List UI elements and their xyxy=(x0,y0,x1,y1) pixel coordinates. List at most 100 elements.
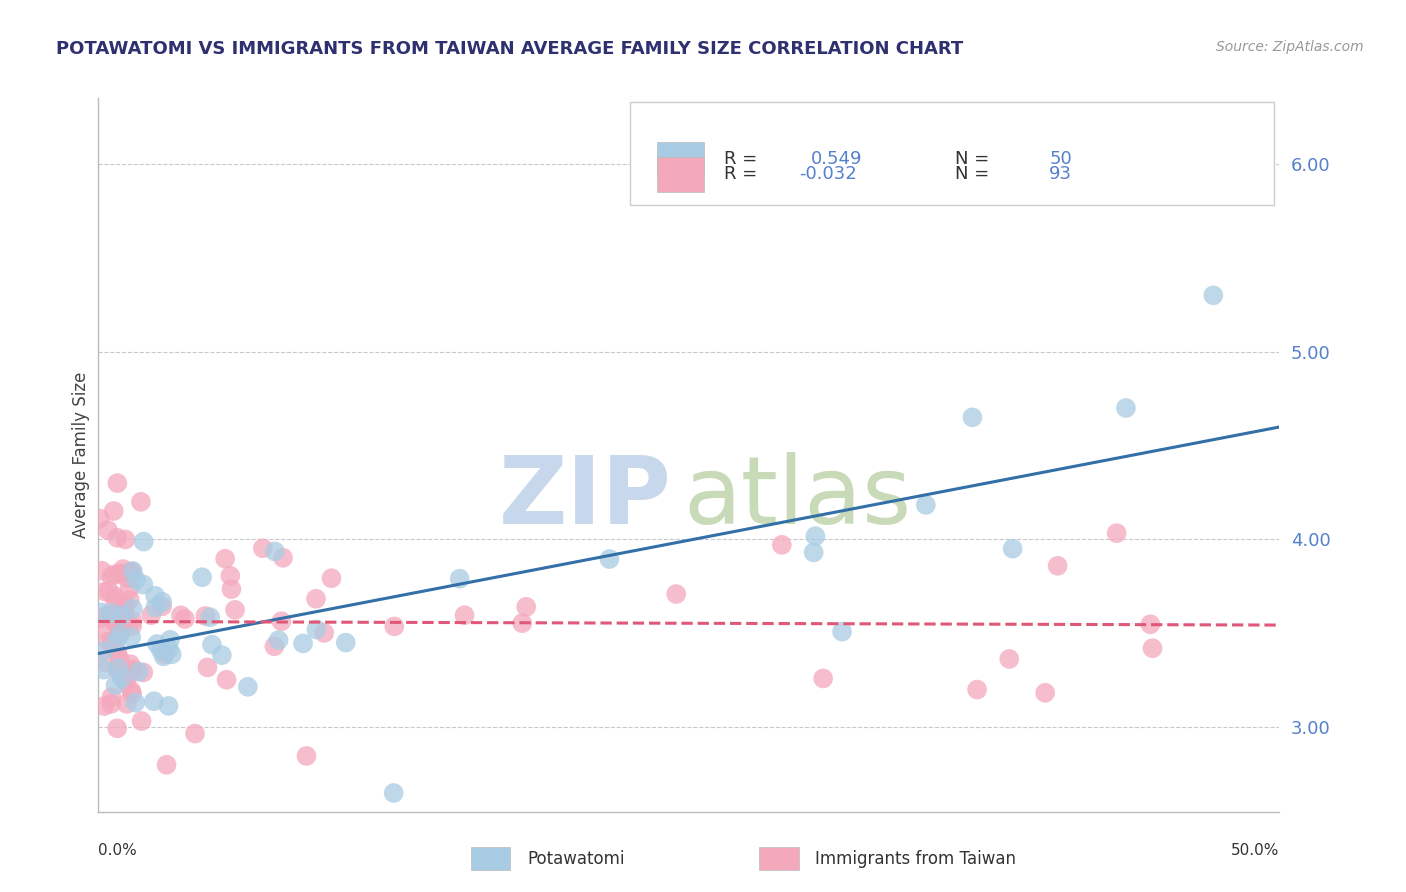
Point xyxy=(219,569,242,583)
Point xyxy=(236,680,259,694)
Point xyxy=(665,587,688,601)
Point xyxy=(132,534,155,549)
Text: Source: ZipAtlas.com: Source: ZipAtlas.com xyxy=(1216,40,1364,54)
Point xyxy=(114,600,136,615)
Point xyxy=(108,651,131,665)
Point xyxy=(97,523,120,537)
Point xyxy=(153,647,176,661)
Point xyxy=(382,619,405,633)
Point xyxy=(104,589,127,603)
Text: N =: N = xyxy=(955,150,994,168)
Point xyxy=(174,612,197,626)
Point xyxy=(1202,288,1225,302)
Point xyxy=(96,624,118,638)
Text: POTAWATOMI VS IMMIGRANTS FROM TAIWAN AVERAGE FAMILY SIZE CORRELATION CHART: POTAWATOMI VS IMMIGRANTS FROM TAIWAN AVE… xyxy=(56,40,963,58)
Point xyxy=(150,599,173,614)
Point xyxy=(124,696,146,710)
Point xyxy=(100,697,122,711)
Point xyxy=(107,661,129,675)
Point xyxy=(1033,686,1056,700)
Point xyxy=(221,582,243,596)
Text: R =: R = xyxy=(724,166,763,184)
Point xyxy=(94,656,117,670)
Point xyxy=(105,476,128,491)
Point xyxy=(112,606,135,620)
Point xyxy=(93,663,115,677)
Text: 50.0%: 50.0% xyxy=(1232,843,1279,858)
Point xyxy=(1046,558,1069,573)
Point xyxy=(100,690,122,704)
Point xyxy=(770,538,793,552)
Point xyxy=(149,642,172,657)
Point xyxy=(121,687,143,701)
Point xyxy=(100,634,122,648)
Point xyxy=(157,698,180,713)
Text: ZIP: ZIP xyxy=(498,451,671,544)
Point xyxy=(103,591,125,606)
Point xyxy=(114,676,136,690)
Point xyxy=(108,566,131,581)
Text: 93: 93 xyxy=(1049,166,1073,184)
Point xyxy=(111,615,134,629)
Y-axis label: Average Family Size: Average Family Size xyxy=(72,372,90,538)
Point xyxy=(115,571,138,585)
Point xyxy=(105,531,128,545)
Text: Immigrants from Taiwan: Immigrants from Taiwan xyxy=(815,850,1017,868)
Point xyxy=(150,595,173,609)
Point xyxy=(121,614,143,628)
Point xyxy=(292,636,315,650)
Point xyxy=(510,616,533,631)
Point xyxy=(114,533,136,547)
Text: R =: R = xyxy=(724,150,763,168)
Point xyxy=(335,635,357,649)
Point xyxy=(1139,617,1161,632)
Point xyxy=(295,749,318,764)
Point xyxy=(321,571,343,585)
Point xyxy=(110,625,132,640)
Point xyxy=(146,637,169,651)
Point xyxy=(89,511,111,525)
Point xyxy=(90,606,112,620)
Text: N =: N = xyxy=(955,166,994,184)
FancyBboxPatch shape xyxy=(630,102,1274,205)
Point xyxy=(201,638,224,652)
Point xyxy=(107,617,129,632)
Point xyxy=(598,552,620,566)
Point xyxy=(191,570,214,584)
Point xyxy=(111,562,134,576)
Point xyxy=(194,609,217,624)
Point xyxy=(159,632,181,647)
Point xyxy=(105,611,128,625)
Point xyxy=(117,664,139,678)
Point xyxy=(224,603,246,617)
Point xyxy=(120,630,142,644)
Point xyxy=(104,678,127,692)
Point xyxy=(382,786,405,800)
Text: 0.549: 0.549 xyxy=(811,150,862,168)
Point xyxy=(131,714,153,728)
Point xyxy=(143,589,166,603)
Point xyxy=(121,619,143,633)
Point xyxy=(170,608,193,623)
Text: atlas: atlas xyxy=(683,451,911,544)
Point xyxy=(804,529,827,543)
Point xyxy=(110,608,132,623)
Point xyxy=(114,597,136,611)
Point xyxy=(100,569,122,583)
Point xyxy=(267,633,290,648)
Point xyxy=(89,611,111,625)
Point xyxy=(1105,526,1128,541)
Point xyxy=(100,606,122,620)
Point xyxy=(152,649,174,664)
Text: Potawatomi: Potawatomi xyxy=(527,850,624,868)
Point xyxy=(160,648,183,662)
Point xyxy=(108,661,131,675)
FancyBboxPatch shape xyxy=(657,142,704,176)
Point xyxy=(118,592,141,607)
Point xyxy=(110,672,132,686)
Point xyxy=(966,682,988,697)
Point xyxy=(811,672,834,686)
Point xyxy=(121,565,143,579)
Point xyxy=(121,601,143,615)
Point xyxy=(211,648,233,662)
